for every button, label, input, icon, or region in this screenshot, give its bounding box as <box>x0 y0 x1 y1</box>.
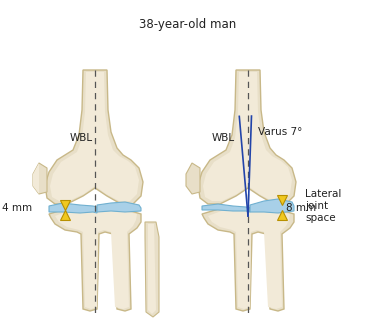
Text: 4 mm: 4 mm <box>2 203 32 213</box>
Text: Lateral
joint
space: Lateral joint space <box>305 189 342 222</box>
Polygon shape <box>33 163 47 194</box>
Polygon shape <box>202 204 250 212</box>
Polygon shape <box>250 199 294 213</box>
Polygon shape <box>49 208 141 311</box>
Polygon shape <box>45 70 143 204</box>
Polygon shape <box>49 203 97 213</box>
Polygon shape <box>148 224 156 314</box>
Polygon shape <box>97 202 141 212</box>
Polygon shape <box>55 210 137 309</box>
Text: WBL: WBL <box>69 133 93 143</box>
Polygon shape <box>203 72 292 201</box>
Polygon shape <box>202 208 294 311</box>
Text: WBL: WBL <box>211 133 234 143</box>
Polygon shape <box>208 210 290 309</box>
Text: 38-year-old man: 38-year-old man <box>139 18 237 31</box>
Polygon shape <box>33 163 39 194</box>
Polygon shape <box>186 163 200 194</box>
Polygon shape <box>145 222 159 317</box>
Text: Varus 7°: Varus 7° <box>258 127 302 137</box>
Polygon shape <box>50 72 139 201</box>
Polygon shape <box>198 70 296 204</box>
Text: 8 mm: 8 mm <box>286 203 316 213</box>
